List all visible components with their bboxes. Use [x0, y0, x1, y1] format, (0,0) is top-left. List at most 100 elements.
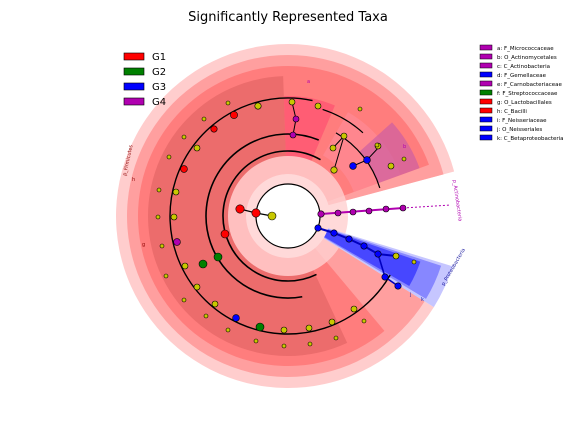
- tree-node-23: [170, 213, 178, 221]
- tree-node-31: [305, 324, 313, 332]
- tree-node-36: [220, 229, 230, 239]
- sector-lactobacillales-top: [283, 95, 335, 161]
- tree-node-46: [349, 162, 357, 170]
- tree-node-41: [314, 102, 322, 110]
- tree-node-29: [255, 322, 265, 332]
- branch-arc-2: [169, 97, 391, 335]
- tree-node-51: [357, 106, 363, 112]
- tree-node-32: [328, 318, 336, 326]
- tree-node-27: [211, 300, 219, 308]
- tree-node-43: [289, 131, 297, 139]
- tree-node-28: [232, 314, 240, 322]
- sector-letter-g: g: [142, 242, 145, 248]
- tree-node-30: [280, 326, 288, 334]
- tree-node-68: [411, 259, 417, 265]
- group-label-g2: G2: [152, 67, 166, 78]
- tree-node-35: [213, 252, 223, 262]
- taxa-swatch-10: [479, 134, 493, 141]
- tree-node-20: [193, 144, 201, 152]
- taxa-label-10: k: C_Betaproteobacteria: [497, 136, 564, 142]
- tree-node-2: [201, 116, 207, 122]
- taxa-swatch-8: [479, 116, 493, 123]
- tree-node-58: [382, 205, 390, 213]
- tree-node-25: [181, 262, 189, 270]
- tree-node-14: [307, 341, 313, 347]
- tree-node-47: [363, 156, 371, 164]
- clade-sectors: [116, 44, 455, 389]
- tree-node-21: [180, 165, 188, 173]
- tree-node-13: [281, 343, 287, 349]
- tree-node-64: [374, 250, 382, 258]
- taxa-swatch-2: [479, 62, 493, 69]
- taxa-label-8: i: F_Neisseriaceae: [497, 118, 547, 124]
- tree-node-67: [394, 282, 402, 290]
- tree-node-61: [330, 229, 338, 237]
- tree-node-39: [267, 211, 277, 221]
- branch-arc-3: [322, 108, 364, 134]
- taxa-swatch-3: [479, 71, 493, 78]
- taxa-label-0: a: F_Micrococcaceae: [497, 46, 554, 52]
- tree-node-9: [181, 297, 187, 303]
- tree-node-3: [181, 134, 187, 140]
- tree-node-44: [340, 132, 348, 140]
- tree-node-5: [156, 187, 162, 193]
- sector-letter-h: h: [132, 177, 135, 183]
- taxa-label-7: h: C_Bacilli: [497, 109, 527, 115]
- tree-node-60: [314, 224, 322, 232]
- group-label-g4: G4: [152, 97, 166, 108]
- group-label-g3: G3: [152, 82, 166, 93]
- tree-node-34: [198, 259, 208, 269]
- group-swatch-g2: [123, 67, 145, 76]
- tree-node-57: [365, 207, 373, 215]
- tree-node-55: [334, 209, 342, 217]
- taxa-swatch-9: [479, 125, 493, 132]
- taxa-swatch-6: [479, 98, 493, 105]
- tree-node-8: [163, 273, 169, 279]
- tree-node-1: [225, 100, 231, 106]
- taxa-label-5: f: F_Streptococcaceae: [497, 91, 558, 97]
- branch-actinobacteria-tip: [402, 204, 451, 209]
- tree-node-16: [361, 318, 367, 324]
- taxa-swatch-4: [479, 80, 493, 87]
- tree-node-7: [159, 243, 165, 249]
- group-swatch-g1: [123, 52, 145, 61]
- taxa-label-9: j: O_Neisseriales: [496, 127, 542, 133]
- taxa-label-6: g: O_Lactobacillales: [497, 100, 552, 106]
- sector-inner-ring: [228, 155, 348, 276]
- tree-node-26: [193, 283, 201, 291]
- tree-node-49: [387, 162, 395, 170]
- tree-node-63: [360, 242, 368, 250]
- tree-node-52: [374, 142, 380, 148]
- root-circle: [255, 183, 321, 249]
- tree-node-18: [230, 111, 238, 119]
- taxa-legend: a: F_Micrococcaceae b: O_Actinomycetalesc…: [479, 44, 564, 142]
- tree-node-15: [333, 335, 339, 341]
- tree-node-24: [173, 238, 181, 246]
- cladogram-nodes: [155, 98, 417, 349]
- tree-node-12: [253, 338, 259, 344]
- branch-actinobacteria: [320, 207, 404, 215]
- group-swatch-g3: [123, 82, 145, 91]
- sector-letter-a: a: [307, 79, 310, 85]
- clade-label-actinobacteria: p_Actinobacteria: [451, 179, 463, 221]
- tree-node-11: [225, 327, 231, 333]
- sector-letter-k: k: [421, 297, 424, 303]
- sector-actinomycetales: [359, 122, 420, 184]
- tree-node-40: [288, 98, 296, 106]
- taxa-swatch-7: [479, 107, 493, 114]
- tree-node-33: [350, 305, 358, 313]
- tree-node-19: [210, 125, 218, 133]
- taxa-label-2: c: C_Actinobacteria: [497, 64, 550, 70]
- sector-letter-b: b: [403, 144, 406, 150]
- tree-node-53: [401, 156, 407, 162]
- taxa-label-3: d: F_Gemellaceae: [497, 73, 547, 79]
- branch-arc-0: [222, 150, 321, 282]
- tree-node-50: [330, 166, 338, 174]
- tree-node-56: [349, 208, 357, 216]
- sector-proteobacteria-inner: [324, 229, 421, 286]
- tree-node-65: [392, 252, 400, 260]
- taxa-label-4: e: F_Carnobacteriaceae: [497, 82, 562, 88]
- taxa-swatch-0: [479, 44, 493, 51]
- taxa-label-1: b: O_Actinomycetales: [497, 55, 557, 61]
- tree-node-42: [292, 115, 300, 123]
